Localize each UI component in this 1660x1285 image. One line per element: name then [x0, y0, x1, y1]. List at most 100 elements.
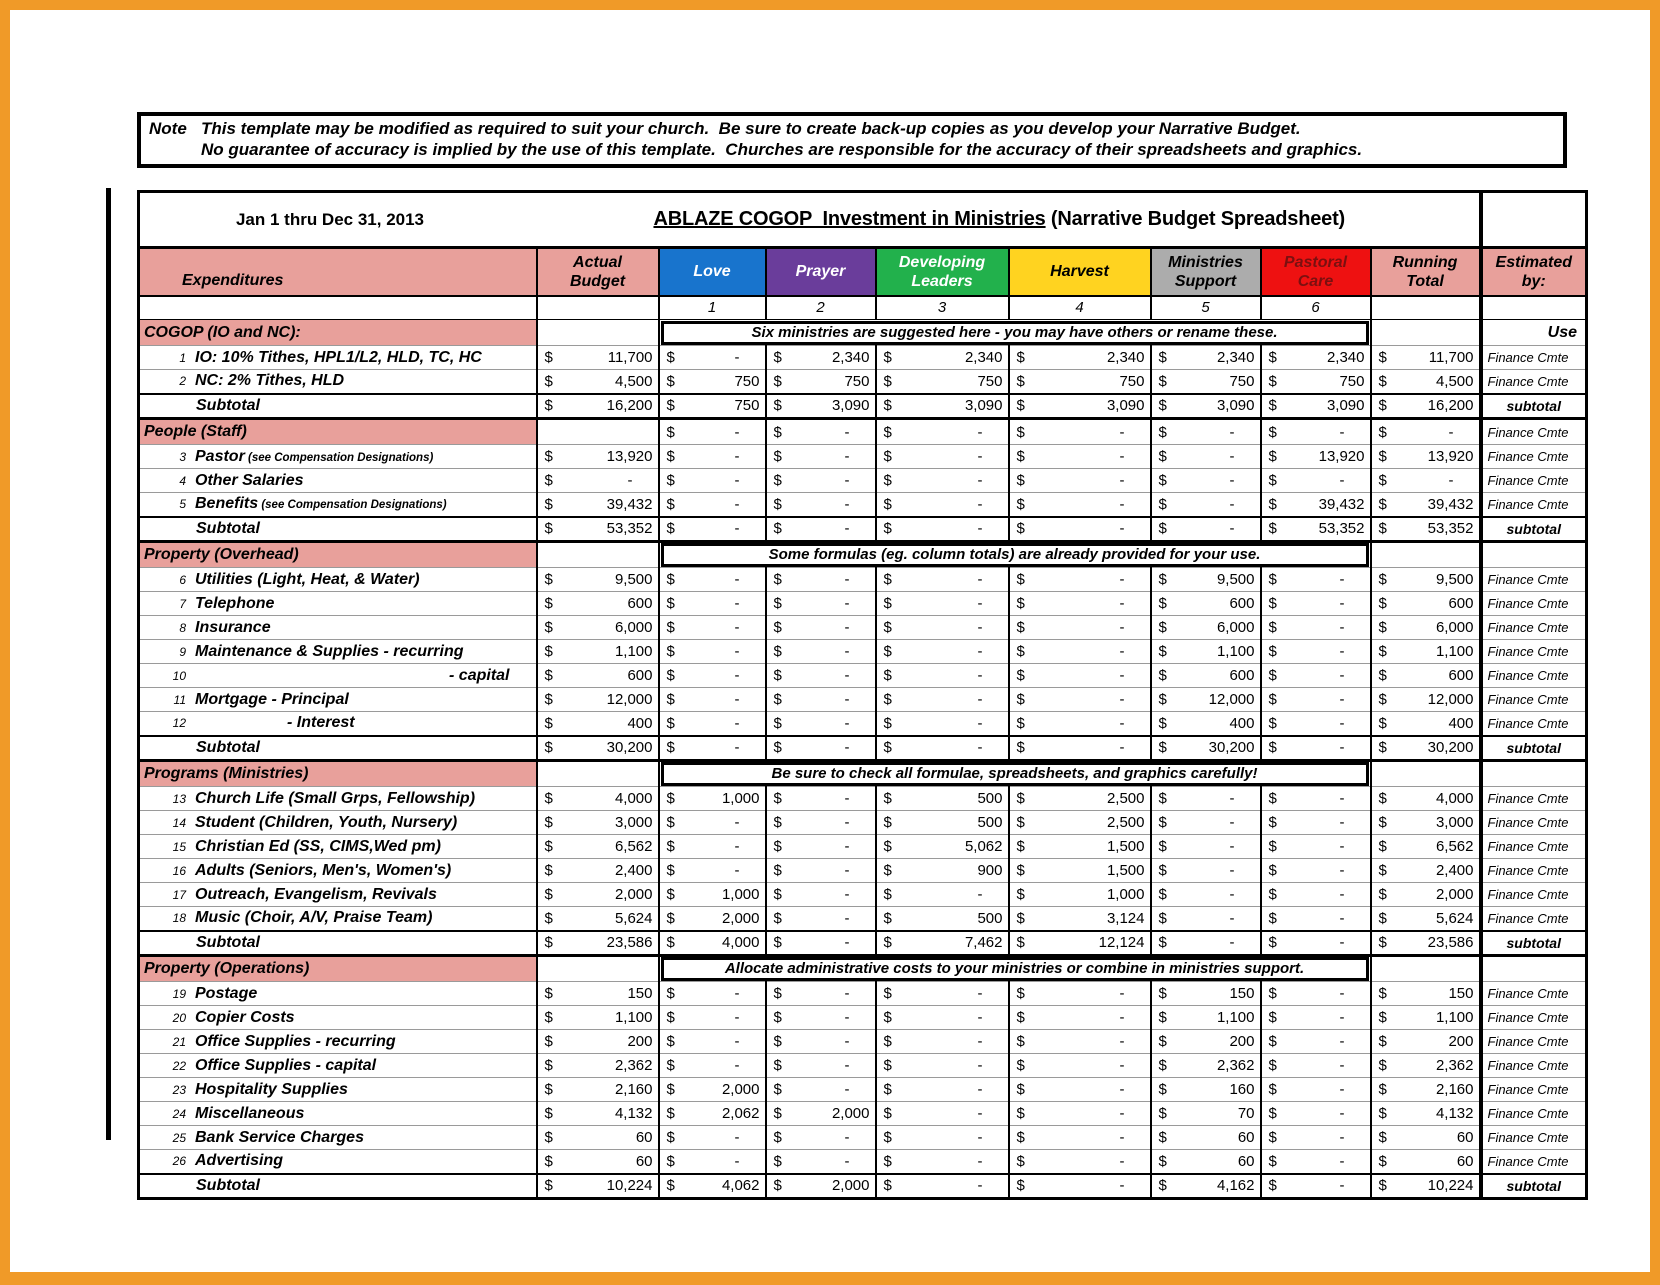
estimated-by-cell[interactable]: Finance Cmte — [1480, 444, 1588, 469]
cell-actual_budget[interactable]: $23,586 — [536, 929, 660, 957]
expenditure-label-cell[interactable]: 13 Church Life (Small Grps, Fellowship) — [138, 786, 538, 811]
cell-prayer[interactable]: $ - — [765, 639, 877, 664]
ministry-number-prayer[interactable]: 2 — [765, 295, 877, 320]
column-header-running_total[interactable]: Running Total — [1370, 247, 1483, 297]
cell-pastoral_care[interactable]: $ - — [1260, 929, 1372, 957]
cell-actual_budget[interactable]: $4,000 — [536, 786, 660, 811]
expenditure-label-cell[interactable]: 9 Maintenance & Supplies - recurring — [138, 639, 538, 664]
cell-prayer[interactable]: $ - — [765, 687, 877, 712]
cell-actual_budget[interactable] — [536, 541, 660, 568]
cell-prayer[interactable]: $ - — [765, 786, 877, 811]
cell-ministries_support[interactable]: $ - — [1150, 882, 1262, 907]
estimated-by-cell[interactable] — [1480, 760, 1588, 787]
cell-running_total[interactable]: $600 — [1370, 663, 1483, 688]
cell-running_total[interactable]: $6,562 — [1370, 834, 1483, 859]
column-header-love[interactable]: Love — [658, 247, 767, 297]
cell-actual_budget[interactable]: $60 — [536, 1125, 660, 1150]
cell-harvest[interactable]: $ - — [1008, 591, 1152, 616]
estimated-by-cell[interactable]: Finance Cmte — [1480, 882, 1588, 907]
ministry-number-harvest[interactable]: 4 — [1008, 295, 1152, 320]
cell-harvest[interactable]: $2,500 — [1008, 786, 1152, 811]
cell-developing_leaders[interactable]: $3,090 — [875, 392, 1010, 420]
cell-developing_leaders[interactable]: $ - — [875, 711, 1010, 736]
cell-pastoral_care[interactable]: $ - — [1260, 567, 1372, 592]
cell-running_total[interactable]: $1,100 — [1370, 639, 1483, 664]
cell-pastoral_care[interactable]: $ - — [1260, 734, 1372, 762]
section-label-cell[interactable]: Property (Overhead) — [138, 541, 538, 568]
cell-harvest[interactable]: $ - — [1008, 1101, 1152, 1126]
cell-harvest[interactable]: $1,500 — [1008, 834, 1152, 859]
section-note[interactable]: Some formulas (eg. column totals) are al… — [658, 541, 1372, 568]
cell-actual_budget[interactable]: $600 — [536, 591, 660, 616]
cell-prayer[interactable]: $750 — [765, 369, 877, 394]
cell-prayer[interactable]: $ - — [765, 591, 877, 616]
cell-love[interactable]: $ - — [658, 1005, 767, 1030]
section-label-cell[interactable]: Property (Operations) — [138, 955, 538, 982]
subtotal-label-cell[interactable]: Subtotal — [138, 1172, 538, 1200]
cell-developing_leaders[interactable]: $ - — [875, 981, 1010, 1006]
cell-ministries_support[interactable]: $750 — [1150, 369, 1262, 394]
cell-harvest[interactable]: $3,124 — [1008, 906, 1152, 931]
cell-love[interactable]: $ - — [658, 734, 767, 762]
cell-love[interactable]: $ - — [658, 858, 767, 883]
cell-actual_budget[interactable] — [536, 319, 660, 346]
cell-running_total[interactable]: $4,000 — [1370, 786, 1483, 811]
cell-ministries_support[interactable]: $ - — [1150, 810, 1262, 835]
cell-ministries_support[interactable]: $2,362 — [1150, 1053, 1262, 1078]
estimated-by-cell[interactable]: Finance Cmte — [1480, 981, 1588, 1006]
cell-running_total[interactable]: $600 — [1370, 591, 1483, 616]
title-cell[interactable]: Jan 1 thru Dec 31, 2013 ABLAZE COGOP Inv… — [138, 191, 1483, 249]
cell-love[interactable]: $4,000 — [658, 929, 767, 957]
cell-harvest[interactable]: $2,340 — [1008, 345, 1152, 370]
cell-running_total[interactable]: $ - — [1370, 418, 1483, 445]
expenditure-label-cell[interactable]: 14 Student (Children, Youth, Nursery) — [138, 810, 538, 835]
cell-prayer[interactable]: $ - — [765, 1053, 877, 1078]
cell-love[interactable]: $1,000 — [658, 882, 767, 907]
cell-developing_leaders[interactable]: $ - — [875, 444, 1010, 469]
cell-love[interactable]: $2,062 — [658, 1101, 767, 1126]
cell-running_total[interactable]: $9,500 — [1370, 567, 1483, 592]
cell-love[interactable]: $ - — [658, 492, 767, 517]
cell-prayer[interactable]: $ - — [765, 734, 877, 762]
cell-ministries_support[interactable]: $ - — [1150, 929, 1262, 957]
subtotal-label-cell[interactable]: Subtotal — [138, 734, 538, 762]
cell-pastoral_care[interactable]: $ - — [1260, 418, 1372, 445]
cell-harvest[interactable]: $ - — [1008, 1149, 1152, 1174]
cell-prayer[interactable]: $ - — [765, 515, 877, 543]
cell-ministries_support[interactable]: $12,000 — [1150, 687, 1262, 712]
cell-actual_budget[interactable]: $10,224 — [536, 1172, 660, 1200]
cell-running_total[interactable]: $2,160 — [1370, 1077, 1483, 1102]
cell-pastoral_care[interactable]: $53,352 — [1260, 515, 1372, 543]
cell-love[interactable]: $ - — [658, 663, 767, 688]
ministry-number-ministries_support[interactable]: 5 — [1150, 295, 1262, 320]
cell-harvest[interactable]: $ - — [1008, 444, 1152, 469]
cell-developing_leaders[interactable]: $ - — [875, 1029, 1010, 1054]
cell-running_total[interactable]: $3,000 — [1370, 810, 1483, 835]
cell-prayer[interactable]: $ - — [765, 444, 877, 469]
cell-ministries_support[interactable]: $ - — [1150, 834, 1262, 859]
cell-running_total[interactable]: $150 — [1370, 981, 1483, 1006]
cell-developing_leaders[interactable]: $5,062 — [875, 834, 1010, 859]
expenditure-label-cell[interactable]: 19 Postage — [138, 981, 538, 1006]
cell-harvest[interactable]: $1,000 — [1008, 882, 1152, 907]
cell-running_total[interactable]: $2,000 — [1370, 882, 1483, 907]
cell-prayer[interactable]: $ - — [765, 1125, 877, 1150]
cell-love[interactable]: $ - — [658, 591, 767, 616]
cell-actual_budget[interactable]: $4,500 — [536, 369, 660, 394]
cell-love[interactable]: $ - — [658, 1149, 767, 1174]
cell-running_total[interactable]: $11,700 — [1370, 345, 1483, 370]
estimated-by-cell[interactable]: Finance Cmte — [1480, 615, 1588, 640]
cell-pastoral_care[interactable]: $ - — [1260, 591, 1372, 616]
cell-ministries_support[interactable]: $ - — [1150, 418, 1262, 445]
expenditure-label-cell[interactable]: 11 Mortgage - Principal — [138, 687, 538, 712]
ministry-number-pastoral_care[interactable]: 6 — [1260, 295, 1372, 320]
cell-ministries_support[interactable]: $150 — [1150, 981, 1262, 1006]
cell-running_total[interactable]: $400 — [1370, 711, 1483, 736]
estimated-by-cell[interactable]: Finance Cmte — [1480, 810, 1588, 835]
column-header-ministries_support[interactable]: Ministries Support — [1150, 247, 1262, 297]
cell-harvest[interactable]: $ - — [1008, 1053, 1152, 1078]
cell-pastoral_care[interactable]: $ - — [1260, 786, 1372, 811]
cell-actual_budget[interactable]: $4,132 — [536, 1101, 660, 1126]
cell-developing_leaders[interactable]: $500 — [875, 906, 1010, 931]
ministry-number-developing_leaders[interactable]: 3 — [875, 295, 1010, 320]
